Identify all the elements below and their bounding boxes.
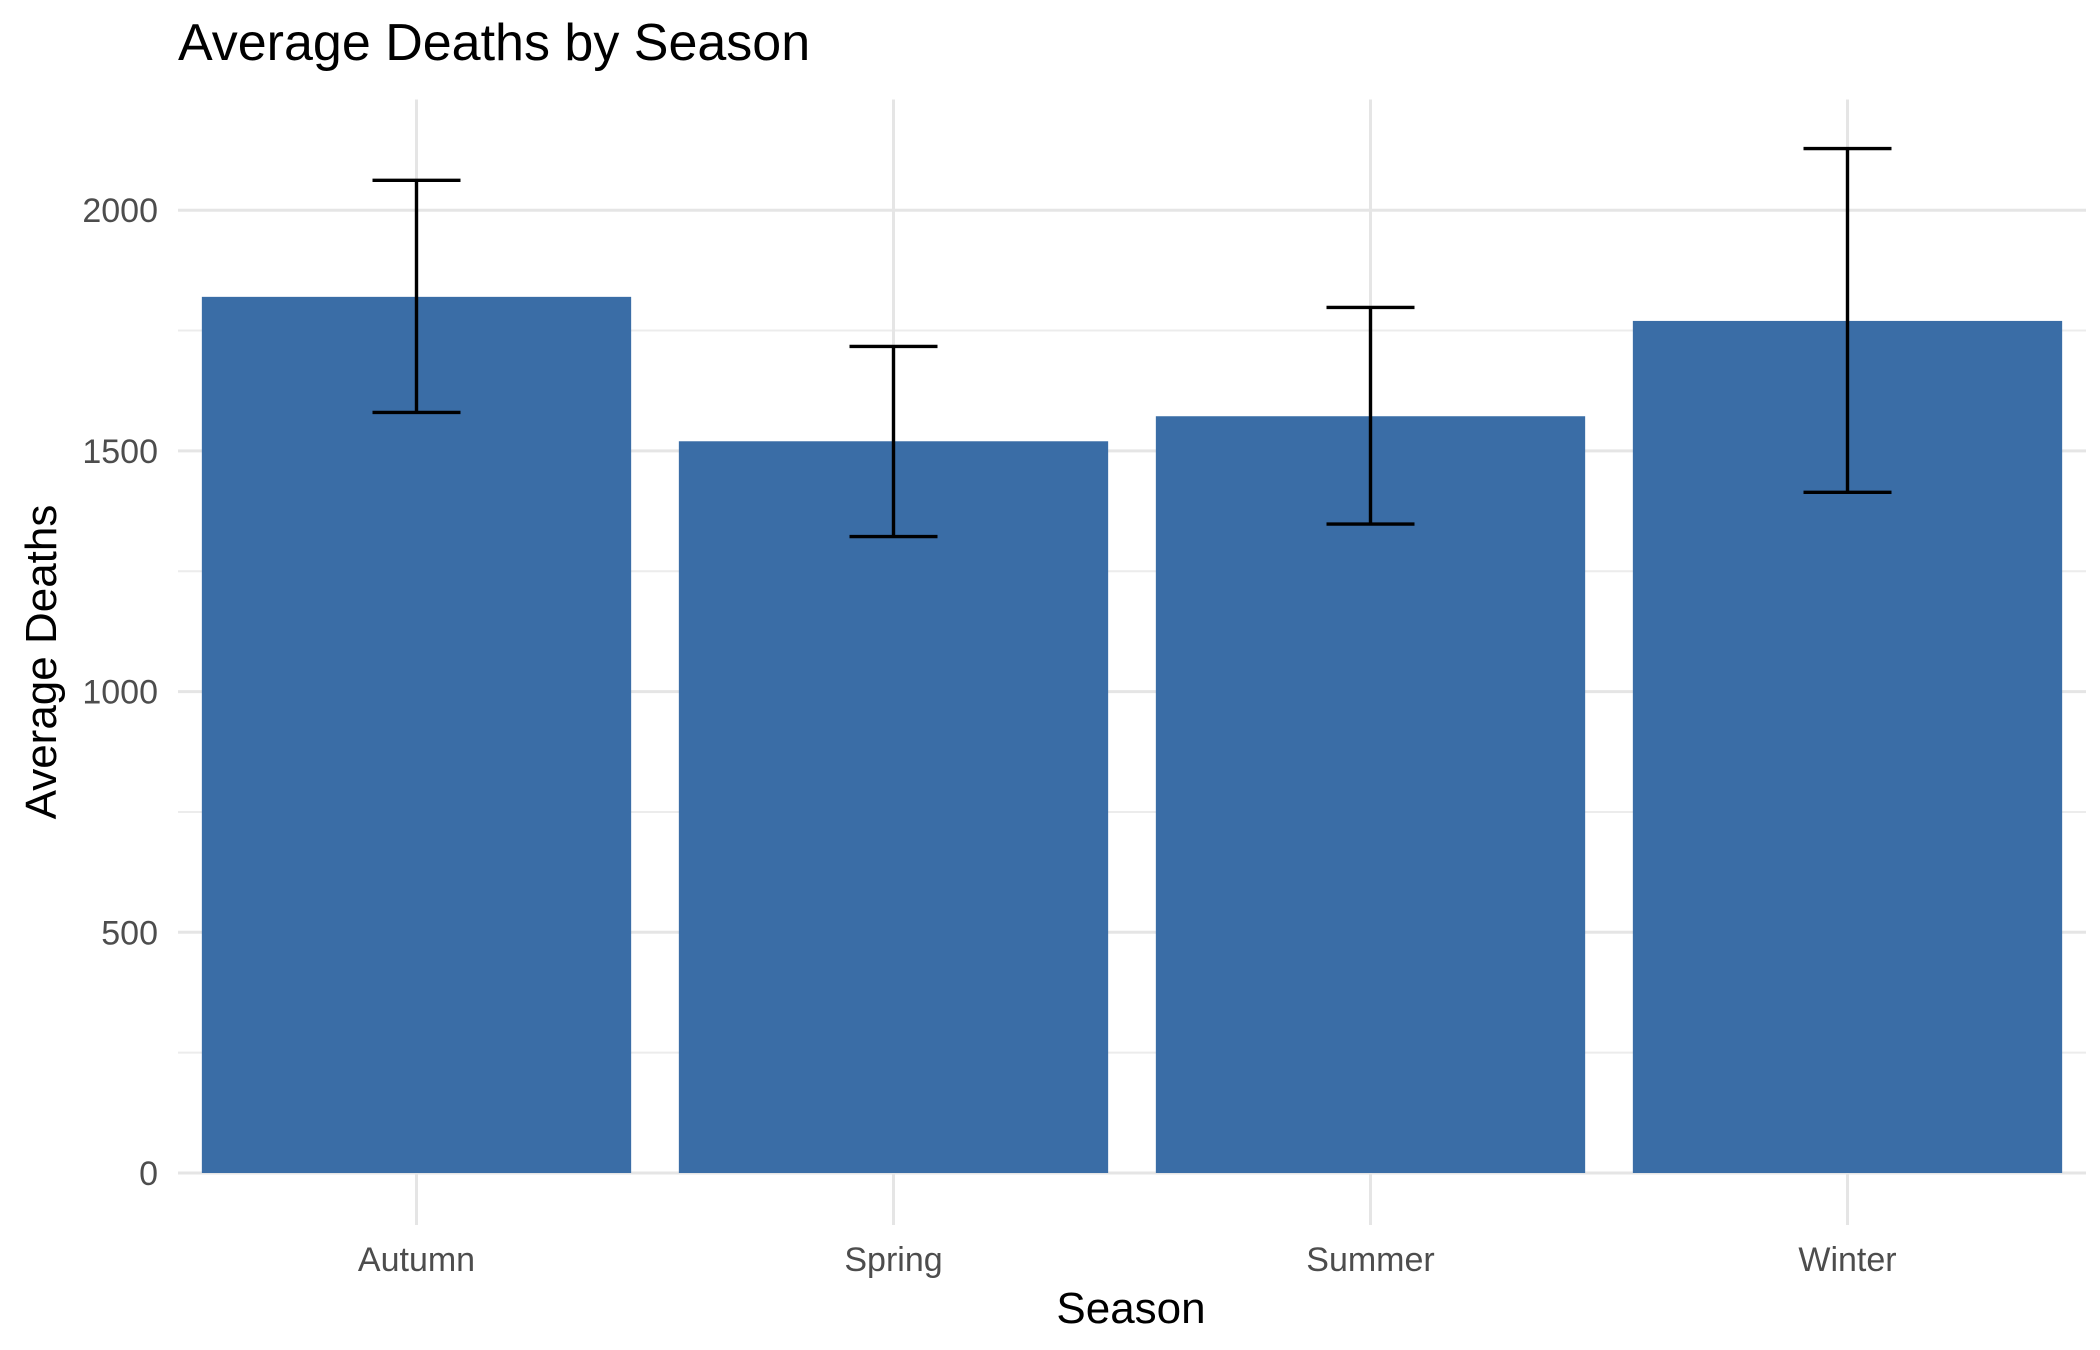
y-tick-label: 500 xyxy=(101,914,158,952)
y-tick-label: 1000 xyxy=(82,674,158,712)
x-tick-label: Winter xyxy=(1798,1241,1896,1279)
bar-spring xyxy=(678,441,1109,1174)
x-axis-title: Season xyxy=(1056,1284,1205,1333)
error-bars xyxy=(372,146,1892,539)
x-axis-ticks: Autumn Spring Summer Winter xyxy=(358,1241,1897,1279)
error-bar-summer xyxy=(1326,305,1415,526)
bar-summer xyxy=(1155,416,1586,1173)
y-axis-title: Average Deaths xyxy=(17,505,66,820)
y-axis-ticks: 0 500 1000 1500 2000 xyxy=(82,192,158,1193)
y-tick-label: 2000 xyxy=(82,192,158,230)
error-bar-autumn xyxy=(372,178,461,415)
bar-autumn xyxy=(201,296,632,1173)
x-tick-label: Autumn xyxy=(358,1241,475,1279)
error-bar-winter xyxy=(1803,146,1892,495)
chart-title: Average Deaths by Season xyxy=(178,14,810,72)
y-tick-label: 1500 xyxy=(82,433,158,471)
y-tick-label: 0 xyxy=(139,1155,158,1193)
error-bar-spring xyxy=(849,344,938,539)
x-tick-label: Spring xyxy=(844,1241,942,1279)
bars xyxy=(201,296,2063,1174)
x-tick-label: Summer xyxy=(1306,1241,1434,1279)
